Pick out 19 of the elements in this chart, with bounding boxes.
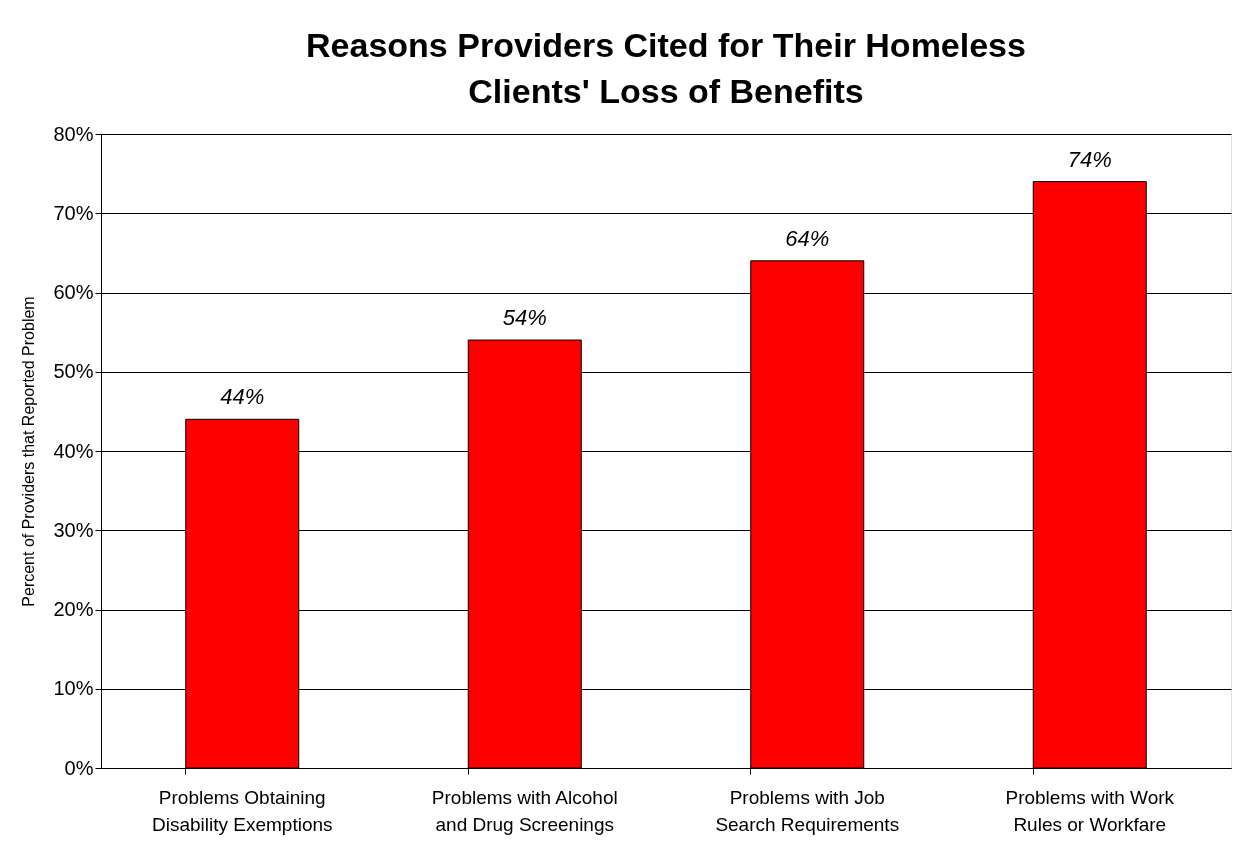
x-tick-label: Problems with Work Rules or Workfare [1005,786,1175,835]
y-tick-label: 0% [64,756,94,779]
data-label: 54% [502,305,547,331]
chart-title: Reasons Providers Cited for Their Homeless Clients' Loss of Benefits [306,26,1026,110]
y-tick-label: 50% [53,360,94,383]
x-tick-label: Problems with Job Search Requirements [715,786,900,835]
y-tick-label: 70% [53,201,94,224]
x-tick-label: Problems Obtaining Disability Exemptions [151,786,333,835]
data-label: 44% [220,384,265,410]
x-tick-label: Problems with Alcohol and Drug Screenings [431,786,618,835]
data-label: 74% [1067,146,1112,172]
data-label: 64% [785,225,830,251]
y-tick-label: 30% [53,518,94,541]
y-tick-label: 60% [53,281,94,303]
y-axis-title: Percent of Providers that Reported Problem [20,296,38,607]
y-tick-label: 20% [53,598,94,620]
y-tick-label: 10% [53,677,94,700]
y-tick-label: 40% [53,439,94,462]
y-tick-label: 80% [53,122,94,145]
